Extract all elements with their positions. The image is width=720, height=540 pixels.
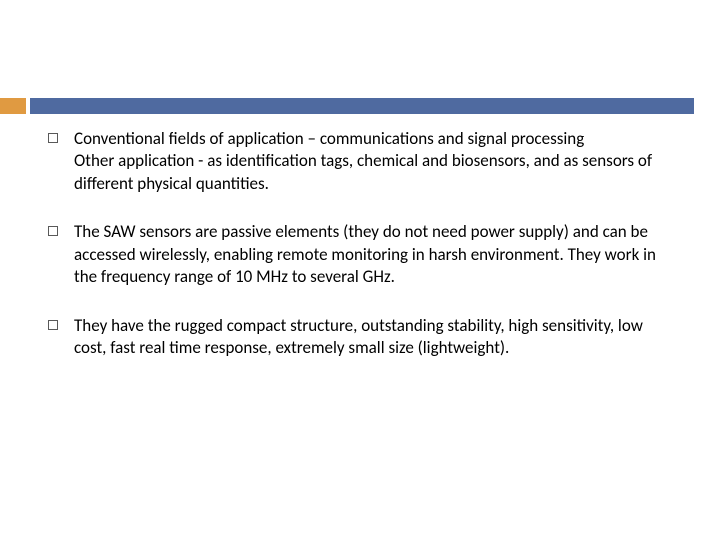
accent-mark <box>0 98 26 114</box>
bullet-text: Conventional fields of application – com… <box>74 128 672 195</box>
list-item: Conventional fields of application – com… <box>48 128 672 195</box>
list-item: The SAW sensors are passive elements (th… <box>48 221 672 288</box>
content-area: Conventional fields of application – com… <box>48 128 672 386</box>
bullet-square-icon <box>48 320 58 330</box>
slide: { "styling": { "slide_width": 720, "slid… <box>0 0 720 540</box>
bullet-square-icon <box>48 133 58 143</box>
bullet-square-icon <box>48 226 58 236</box>
list-item: They have the rugged compact structure, … <box>48 315 672 360</box>
bullet-text: They have the rugged compact structure, … <box>74 315 672 360</box>
title-bar <box>30 98 694 114</box>
bullet-text: The SAW sensors are passive elements (th… <box>74 221 672 288</box>
